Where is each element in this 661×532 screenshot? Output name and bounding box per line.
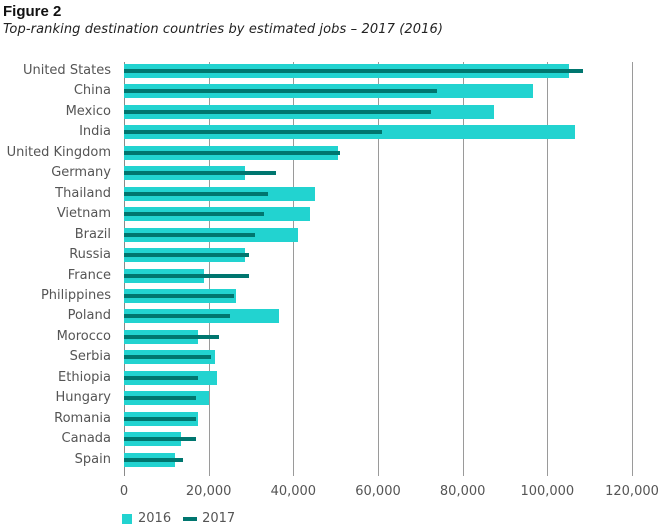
figure-title: Top-ranking destination countries by est…	[3, 22, 444, 37]
gridline	[293, 62, 295, 476]
category-label: Poland	[67, 308, 111, 324]
chart-row: Thailand	[0, 184, 661, 204]
x-tick-label: 20,000	[185, 484, 232, 499]
chart-row: Serbia	[0, 347, 661, 367]
category-label: United States	[22, 63, 111, 78]
chart-row: Mexico	[0, 102, 661, 122]
category-label: Morocco	[56, 328, 111, 344]
bar-2017	[124, 416, 196, 421]
chart-row: Germany	[0, 163, 661, 183]
bar-2017	[124, 355, 211, 360]
bar-2017	[124, 334, 220, 339]
legend: 2016 2017	[122, 511, 235, 526]
category-label: Thailand	[55, 185, 111, 201]
bar-2017	[124, 89, 438, 94]
legend-swatch-2016	[122, 513, 132, 524]
bar-2017	[124, 171, 277, 176]
category-label: Brazil	[74, 226, 111, 242]
chart-row: Poland	[0, 306, 661, 326]
category-label: Russia	[69, 247, 111, 263]
chart-row: Ethiopia	[0, 368, 661, 388]
x-tick-label: 120,000	[605, 484, 659, 499]
bar-2017	[124, 191, 268, 196]
chart-row: Brazil	[0, 225, 661, 245]
bar-2017	[124, 109, 431, 114]
legend-label-2017: 2017	[202, 511, 236, 526]
chart-row: Canada	[0, 429, 661, 449]
bar-2017	[124, 314, 230, 319]
bar-2017	[124, 437, 196, 442]
x-tick-label: 40,000	[270, 484, 317, 499]
x-tick-label: 100,000	[520, 484, 575, 499]
legend-swatch-2017	[183, 516, 198, 521]
bar-2017	[124, 293, 235, 298]
chart-row: India	[0, 122, 661, 142]
figure-label: Figure 2	[3, 3, 62, 20]
category-label: Philippines	[40, 287, 111, 303]
gridline	[547, 62, 549, 476]
category-label: Ethiopia	[58, 369, 111, 385]
chart-row: Morocco	[0, 327, 661, 347]
category-label: France	[67, 267, 111, 283]
category-label: Vietnam	[56, 206, 111, 222]
chart-row: France	[0, 266, 661, 286]
gridline	[378, 62, 379, 476]
bar-2017	[124, 457, 184, 462]
bar-2017	[124, 273, 249, 278]
bar-2017	[124, 232, 256, 237]
category-label: Hungary	[55, 390, 111, 406]
bar-2017	[124, 69, 584, 73]
category-label: Germany	[51, 165, 111, 181]
bar-2017	[124, 130, 383, 135]
bar-2017	[124, 375, 199, 380]
chart-row: Vietnam	[0, 204, 661, 224]
gridline	[208, 62, 210, 476]
category-label: China	[73, 83, 111, 99]
bar-2017	[124, 212, 264, 217]
gridline	[632, 62, 633, 476]
x-tick-label: 60,000	[355, 484, 401, 499]
chart-row: United States	[0, 61, 661, 81]
chart-row: United Kingdom	[0, 143, 661, 163]
chart-row: Spain	[0, 450, 661, 470]
x-tick-label: 80,000	[439, 484, 486, 499]
category-label: Canada	[61, 431, 111, 447]
category-label: Mexico	[65, 103, 111, 119]
chart-row: Russia	[0, 245, 661, 265]
category-label: Spain	[74, 451, 111, 467]
x-tick-label: 0	[119, 484, 129, 499]
category-label: Romania	[54, 410, 111, 426]
gridline	[462, 62, 464, 476]
bar-2017	[124, 150, 340, 155]
legend-label-2016: 2016	[138, 511, 172, 526]
category-label: United Kingdom	[6, 144, 111, 160]
chart-row: Philippines	[0, 286, 661, 306]
category-label: India	[79, 124, 111, 140]
category-label: Serbia	[69, 349, 111, 365]
bar-2017	[124, 253, 249, 258]
chart-row: Hungary	[0, 388, 661, 408]
chart-row: China	[0, 81, 661, 101]
chart-row: Romania	[0, 409, 661, 429]
bar-2017	[124, 396, 196, 401]
